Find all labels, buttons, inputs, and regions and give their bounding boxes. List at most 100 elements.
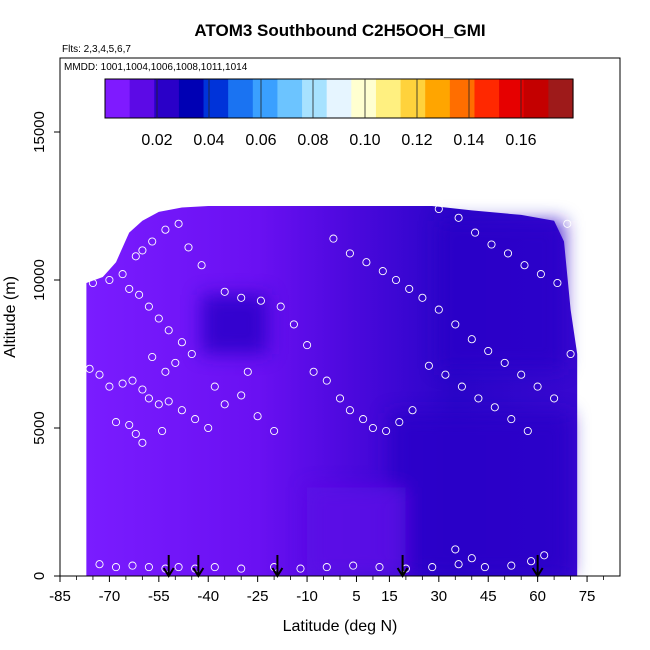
- sample-point: [135, 290, 144, 299]
- sample-point: [171, 358, 180, 367]
- sample-point: [454, 213, 463, 222]
- dates-note: MMDD: 1001,1004,1006,1008,1011,1014: [64, 62, 248, 73]
- y-tick-label: 15000: [31, 111, 48, 153]
- sample-point: [457, 382, 466, 391]
- sample-point: [424, 361, 433, 370]
- sample-point: [536, 270, 545, 279]
- sample-point: [144, 563, 153, 572]
- sample-point: [220, 287, 229, 296]
- sample-point: [474, 394, 483, 403]
- sample-point: [368, 423, 377, 433]
- sample-point: [161, 225, 170, 234]
- sample-point: [391, 275, 401, 285]
- x-tick-label: -40: [197, 588, 219, 605]
- sample-point: [111, 563, 121, 572]
- sample-point: [418, 293, 427, 302]
- x-tick-label: 45: [480, 588, 497, 605]
- x-tick-label: -10: [296, 588, 318, 605]
- sample-point: [270, 426, 279, 436]
- sample-point: [174, 219, 183, 228]
- sample-point: [210, 563, 219, 572]
- colorbar-cell: [548, 79, 574, 118]
- sample-point: [154, 314, 163, 323]
- y-axis-label: Altitude (m): [2, 276, 19, 358]
- sample-point: [118, 270, 127, 279]
- sample-point: [187, 349, 196, 359]
- sample-point: [148, 352, 157, 362]
- sample-point: [309, 367, 318, 376]
- x-tick-label: 15: [381, 588, 398, 605]
- sample-point: [237, 564, 246, 573]
- heatmap-region: [307, 487, 406, 576]
- sample-point: [520, 261, 529, 270]
- sample-point: [378, 267, 387, 276]
- y-tick-label: 10000: [31, 259, 48, 301]
- sample-point: [296, 564, 305, 573]
- sample-point: [138, 246, 147, 255]
- sample-point: [253, 412, 262, 421]
- sample-point: [480, 563, 489, 572]
- sample-point: [451, 320, 460, 329]
- sample-point: [345, 406, 354, 415]
- sample-point: [164, 326, 173, 335]
- colorbar-cell: [129, 79, 155, 118]
- sample-point: [382, 426, 391, 436]
- colorbar-frame: [104, 78, 574, 119]
- sample-point: [161, 367, 170, 376]
- x-tick-label: 5: [352, 588, 360, 605]
- sample-point: [405, 284, 414, 293]
- colorbar-cell: [474, 79, 500, 118]
- x-tick-label: -55: [148, 588, 170, 605]
- sample-point: [88, 278, 97, 288]
- colorbar-cell: [326, 79, 352, 118]
- colorbar-tick-label: 0.12: [401, 132, 432, 149]
- sample-point: [533, 382, 542, 391]
- sample-point: [500, 358, 509, 367]
- sample-point: [471, 228, 480, 237]
- sample-point: [237, 391, 246, 400]
- sample-point: [467, 335, 476, 344]
- sample-point: [335, 394, 345, 403]
- sample-point: [154, 400, 163, 409]
- sample-point: [256, 296, 265, 305]
- colorbar-tick-label: 0.08: [297, 132, 328, 149]
- sample-point: [197, 261, 206, 270]
- colorbar-tick-label: 0.02: [141, 132, 172, 149]
- sample-point: [527, 557, 536, 566]
- sample-point: [408, 406, 417, 415]
- sample-point: [138, 385, 147, 394]
- sample-point: [375, 563, 384, 572]
- sample-point: [467, 554, 476, 563]
- sample-point: [523, 426, 532, 436]
- colorbar-cell: [178, 79, 205, 118]
- sample-point: [550, 394, 559, 403]
- x-axis-label: Latitude (deg N): [283, 618, 398, 635]
- sample-point: [105, 382, 114, 391]
- sample-point: [276, 302, 285, 311]
- sample-point: [125, 284, 134, 293]
- sample-point: [138, 438, 147, 447]
- colorbar-cell: [449, 79, 476, 118]
- sample-point: [451, 545, 460, 554]
- sample-point: [131, 429, 140, 438]
- sample-point: [105, 275, 114, 285]
- sample-point: [345, 249, 354, 258]
- sample-point: [95, 560, 104, 569]
- sample-point: [128, 561, 137, 570]
- colorbar-tick-label: 0.16: [505, 132, 536, 149]
- y-tick-label: 5000: [31, 411, 48, 444]
- sample-point: [428, 563, 437, 572]
- sample-point: [164, 397, 173, 406]
- heatmap-region: [438, 220, 564, 369]
- sample-point: [144, 302, 153, 311]
- colorbar-cell: [228, 79, 254, 118]
- sample-point: [566, 349, 575, 359]
- sample-point: [434, 204, 443, 214]
- sample-point: [95, 370, 104, 379]
- chart-title: ATOM3 Southbound C2H5OOH_GMI: [194, 21, 485, 40]
- colorbar-tick-label: 0.10: [349, 132, 380, 149]
- y-tick-label: 0: [31, 572, 48, 580]
- sample-point: [177, 406, 186, 415]
- colorbar-cell: [523, 79, 549, 118]
